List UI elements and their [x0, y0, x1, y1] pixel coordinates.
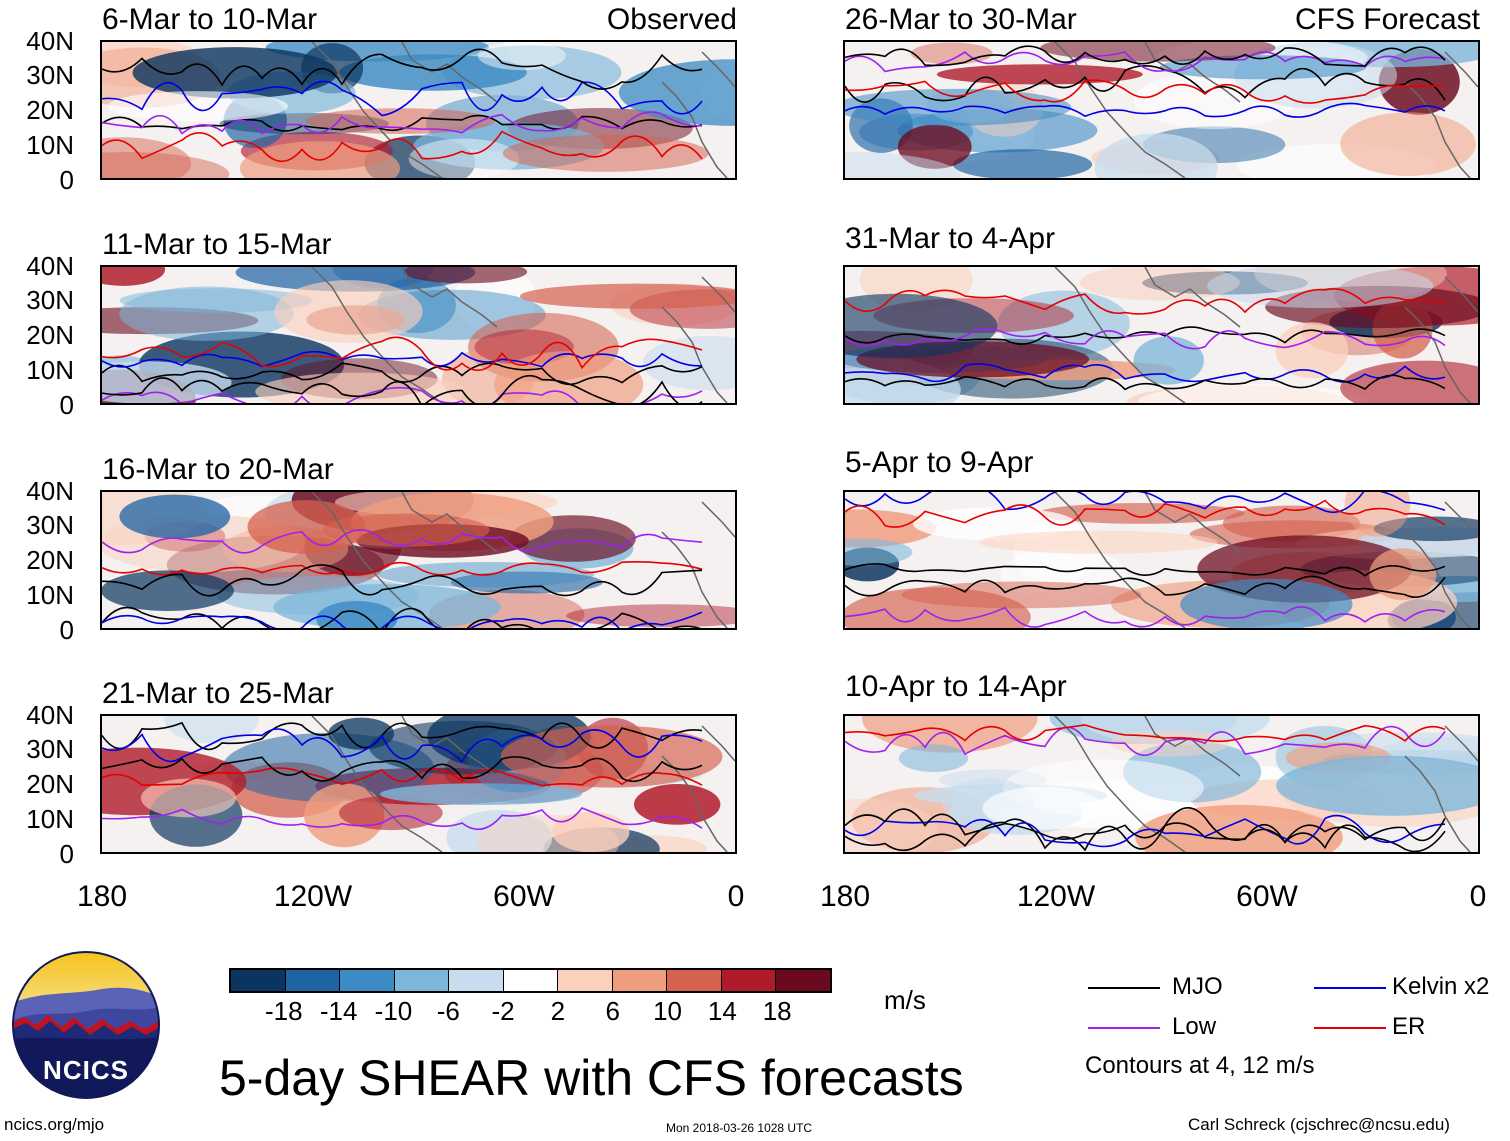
legend-line-mjo — [1088, 987, 1160, 989]
lon-label: 0 — [1469, 880, 1487, 913]
lon-label: 60W — [1236, 880, 1298, 913]
lat-label: 30N — [26, 510, 74, 540]
lat-label: 30N — [26, 734, 74, 764]
shear-map — [100, 40, 737, 180]
lat-label: 0 — [59, 165, 74, 195]
legend-label-low: Low — [1172, 1013, 1217, 1040]
shear-map — [843, 265, 1480, 405]
shear-field — [845, 492, 1478, 628]
lat-label: 10N — [26, 580, 74, 610]
colorbar-swatch — [339, 970, 394, 991]
colorbar-label: -2 — [491, 996, 515, 1026]
colorbar-label: -14 — [319, 996, 358, 1026]
colorbar-label: 18 — [762, 996, 792, 1026]
lat-label: 40N — [26, 26, 74, 56]
shear-map — [100, 714, 737, 854]
shear-map — [100, 265, 737, 405]
legend-label-kelvin: Kelvin x2 — [1392, 973, 1490, 1000]
shear-field — [102, 42, 735, 178]
panel-title: 11-Mar to 15-Mar — [102, 228, 332, 261]
panel-title: 26-Mar to 30-Mar — [845, 3, 1077, 36]
panel-title: 31-Mar to 4-Apr — [845, 222, 1056, 255]
colorbar-label: 10 — [653, 996, 682, 1026]
logo-text: NCICS — [43, 1055, 129, 1085]
footer-credit: Carl Schreck (cjschrec@ncsu.edu) — [1188, 1115, 1450, 1134]
colorbar-label: -6 — [436, 996, 460, 1026]
lon-label: 60W — [493, 880, 555, 913]
shear-field — [102, 492, 735, 628]
lat-label: 10N — [26, 355, 74, 385]
colorbar-swatch — [720, 970, 776, 991]
shear-map — [843, 490, 1480, 630]
colorbar-swatch — [775, 970, 831, 991]
colorbar-swatch — [557, 970, 612, 991]
legend-line-kelvin — [1314, 987, 1386, 989]
colorbar-swatch — [393, 970, 449, 991]
colorbar-label: -10 — [374, 996, 413, 1026]
lat-label: 10N — [26, 130, 74, 160]
lon-label: 180 — [76, 880, 128, 913]
colorbar-swatch — [666, 970, 721, 991]
legend-label-mjo: MJO — [1172, 973, 1223, 1000]
colorbar-label: 14 — [707, 996, 737, 1026]
legend-label-er: ER — [1392, 1013, 1426, 1040]
ncics-logo: NCICS — [12, 951, 160, 1099]
lat-label: 20N — [26, 545, 74, 575]
legend-note: Contours at 4, 12 m/s — [1085, 1052, 1315, 1079]
colorbar-swatch — [502, 970, 558, 991]
colorbar-swatch — [448, 970, 503, 991]
panel-title: 10-Apr to 14-Apr — [845, 670, 1067, 703]
panel-title: 6-Mar to 10-Mar — [102, 3, 318, 36]
shear-field — [845, 716, 1478, 852]
colorbar-units: m/s — [884, 985, 926, 1015]
shear-field — [845, 267, 1478, 403]
lon-label: 120W — [1016, 880, 1096, 913]
lat-label: 20N — [26, 320, 74, 350]
lat-label: 0 — [59, 839, 74, 869]
lat-label: 40N — [26, 700, 74, 730]
colorbar-label: 2 — [550, 996, 566, 1026]
colorbar-swatch — [231, 970, 285, 991]
lat-label: 40N — [26, 251, 74, 281]
lon-label: 0 — [727, 880, 745, 913]
figure-title: 5-day SHEAR with CFS forecasts — [219, 1050, 964, 1106]
colorbar-label: -18 — [265, 996, 303, 1026]
lat-label: 30N — [26, 60, 74, 90]
shear-map — [843, 714, 1480, 854]
colorbar-swatch — [611, 970, 667, 991]
footer-url[interactable]: ncics.org/mjo — [4, 1115, 105, 1134]
panel-tag: Observed — [606, 3, 737, 36]
shear-field — [845, 42, 1478, 178]
shear-field — [102, 716, 735, 852]
panel-title: 16-Mar to 20-Mar — [102, 453, 334, 486]
lat-label: 30N — [26, 285, 74, 315]
lat-label: 20N — [26, 95, 74, 125]
lon-label: 180 — [819, 880, 871, 913]
colorbar-swatch — [284, 970, 340, 991]
colorbar — [229, 968, 832, 993]
panel-title: 5-Apr to 9-Apr — [845, 446, 1034, 479]
shear-map — [843, 40, 1480, 180]
lat-label: 0 — [59, 390, 74, 420]
shear-map — [100, 490, 737, 630]
lat-label: 20N — [26, 769, 74, 799]
lat-label: 10N — [26, 804, 74, 834]
panel-title: 21-Mar to 25-Mar — [102, 677, 334, 710]
lat-label: 0 — [59, 615, 74, 645]
shear-field — [102, 267, 735, 403]
lon-label: 120W — [273, 880, 353, 913]
legend-line-low — [1088, 1027, 1160, 1029]
footer-timestamp: Mon 2018-03-26 1028 UTC — [666, 1121, 813, 1135]
lat-label: 40N — [26, 476, 74, 506]
panel-tag: CFS Forecast — [1294, 3, 1480, 36]
colorbar-label: 6 — [605, 996, 620, 1026]
legend-line-er — [1314, 1027, 1386, 1029]
